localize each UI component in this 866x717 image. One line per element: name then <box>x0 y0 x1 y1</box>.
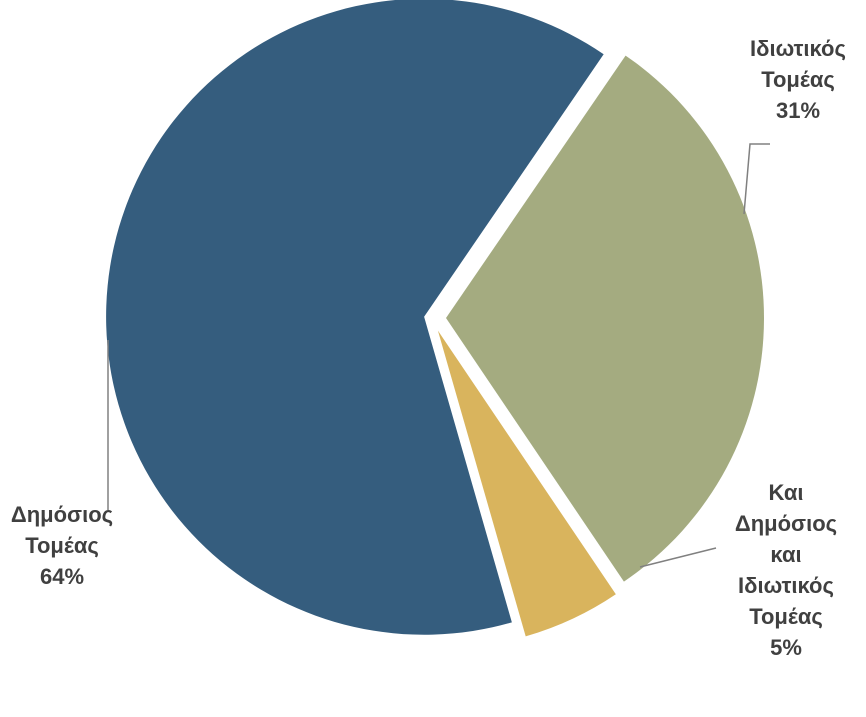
data-label-line: Και <box>768 480 803 505</box>
data-labels-group: Δημόσιος Τομέας 64% Ιδιωτικός Τομέας 31% Και Δη… <box>11 36 846 660</box>
data-label-line: και <box>770 542 801 567</box>
data-label-line: Δημόσιος <box>11 502 113 527</box>
data-label-0: Δημόσιος Τομέας 64% <box>11 502 113 589</box>
leader-line-2 <box>639 547 717 568</box>
data-label-percent: 31% <box>776 98 820 123</box>
pie-slice-0 <box>106 0 604 635</box>
data-label-line: Τομέας <box>749 604 823 629</box>
data-label-1: Ιδιωτικός Τομέας 31% <box>750 36 846 123</box>
pie-slice-1 <box>445 55 764 582</box>
data-label-percent: 5% <box>770 635 802 660</box>
data-label-2: Και Δημόσιος και Ιδιωτικός Τομέας 5% <box>735 480 837 660</box>
slices-group <box>106 0 764 637</box>
data-label-line: Ιδιωτικός <box>750 36 846 61</box>
data-label-line: Τομέας <box>25 533 99 558</box>
data-label-percent: 64% <box>40 564 84 589</box>
data-label-line: Ιδιωτικός <box>738 573 834 598</box>
leader-line-1 <box>743 143 770 215</box>
pie-slice-2 <box>437 330 616 637</box>
data-label-line: Τομέας <box>761 67 835 92</box>
leader-lines-group <box>107 143 770 568</box>
data-label-line: Δημόσιος <box>735 511 837 536</box>
